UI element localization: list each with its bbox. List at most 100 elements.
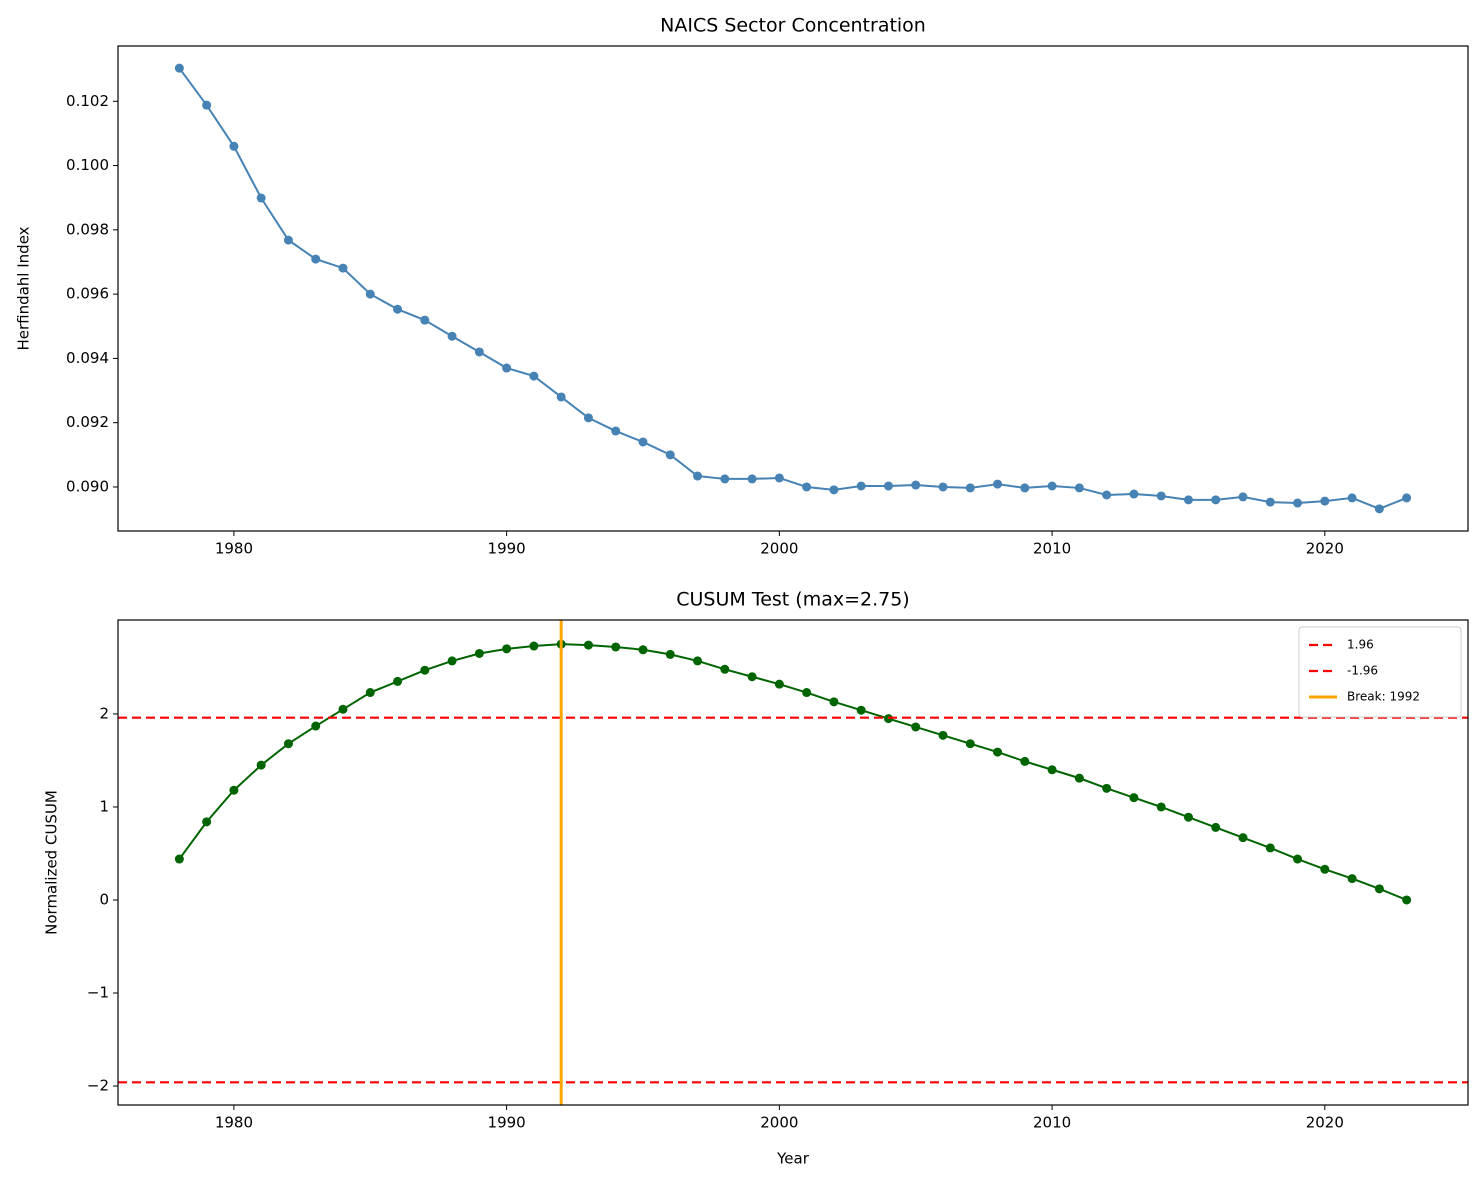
data-point	[965, 483, 975, 493]
data-point	[1265, 497, 1275, 507]
x-tick-label: 2020	[1306, 1114, 1344, 1132]
x-tick-label: 2020	[1306, 540, 1344, 558]
data-point	[1211, 822, 1221, 832]
data-point	[474, 347, 484, 357]
data-point	[911, 480, 921, 490]
data-point	[1183, 812, 1193, 822]
y-tick-label: −2	[87, 1077, 109, 1095]
data-point	[502, 363, 512, 373]
y-tick-label: 0.094	[66, 349, 109, 367]
data-point	[638, 645, 648, 655]
data-point	[229, 785, 239, 795]
data-point	[256, 193, 266, 203]
y-tick-label: 0.102	[66, 92, 109, 110]
legend-label: Break: 1992	[1347, 690, 1420, 704]
data-point	[665, 450, 675, 460]
data-line	[178, 67, 1408, 510]
data-point	[393, 304, 403, 314]
data-point	[993, 479, 1003, 489]
x-tick-label: 1980	[215, 1114, 253, 1132]
data-point	[174, 63, 184, 73]
data-point	[1183, 495, 1193, 505]
data-point	[365, 289, 375, 299]
plot-frame	[117, 619, 1469, 1106]
y-axis-label: Herfindahl Index	[15, 226, 33, 350]
data-point	[1293, 854, 1303, 864]
data-point	[393, 676, 403, 686]
data-point	[993, 747, 1003, 757]
data-point	[447, 331, 457, 341]
data-point	[1156, 491, 1166, 501]
data-point	[1293, 498, 1303, 508]
data-point	[720, 664, 730, 674]
data-point	[529, 371, 539, 381]
data-point	[447, 656, 457, 666]
y-tick-label: 0.096	[66, 285, 109, 303]
data-point	[338, 263, 348, 273]
legend-label: -1.96	[1347, 664, 1378, 678]
data-point	[583, 413, 593, 423]
y-tick-label: 0.092	[66, 413, 109, 431]
data-point	[420, 665, 430, 675]
y-tick-label: 0.090	[66, 477, 109, 495]
data-point	[1156, 802, 1166, 812]
data-point	[802, 482, 812, 492]
legend-box	[1298, 626, 1462, 718]
data-point	[1320, 496, 1330, 506]
data-point	[965, 739, 975, 749]
data-point	[911, 722, 921, 732]
plot-frame	[117, 45, 1469, 532]
data-point	[665, 649, 675, 659]
x-tick-label: 2000	[760, 540, 798, 558]
data-point	[1020, 756, 1030, 766]
data-point	[856, 705, 866, 715]
y-tick-label: 0	[99, 890, 109, 908]
data-point	[311, 721, 321, 731]
data-point	[1102, 783, 1112, 793]
data-point	[774, 473, 784, 483]
data-point	[556, 392, 566, 402]
data-point	[938, 482, 948, 492]
data-point	[774, 679, 784, 689]
data-point	[529, 641, 539, 651]
data-point	[802, 688, 812, 698]
x-tick-label: 2000	[760, 1114, 798, 1132]
y-axis-label: Normalized CUSUM	[43, 790, 61, 935]
x-tick-label: 1990	[488, 540, 526, 558]
data-point	[747, 474, 757, 484]
data-point	[883, 481, 893, 491]
data-point	[1020, 483, 1030, 493]
data-point	[1129, 489, 1139, 499]
data-point	[229, 141, 239, 151]
data-point	[202, 100, 212, 110]
y-tick-label: 0.098	[66, 220, 109, 238]
data-point	[474, 648, 484, 658]
data-point	[829, 485, 839, 495]
y-tick-label: 2	[99, 704, 109, 722]
data-point	[1211, 495, 1221, 505]
data-point	[856, 481, 866, 491]
data-point	[502, 644, 512, 654]
data-line	[178, 643, 1408, 901]
data-point	[693, 471, 703, 481]
data-point	[1238, 492, 1248, 502]
x-tick-label: 1990	[488, 1114, 526, 1132]
chart-title: NAICS Sector Concentration	[660, 15, 926, 37]
data-point	[283, 235, 293, 245]
x-tick-label: 1980	[215, 540, 253, 558]
y-tick-label: 1	[99, 797, 109, 815]
data-point	[583, 640, 593, 650]
data-point	[747, 672, 757, 682]
data-point	[420, 315, 430, 325]
data-point	[174, 854, 184, 864]
data-point	[1238, 833, 1248, 843]
data-point	[1402, 493, 1412, 503]
data-point	[1047, 765, 1057, 775]
data-point	[638, 437, 648, 447]
data-point	[1374, 504, 1384, 514]
data-point	[1320, 864, 1330, 874]
x-tick-label: 2010	[1033, 540, 1071, 558]
y-tick-label: −1	[87, 984, 109, 1002]
